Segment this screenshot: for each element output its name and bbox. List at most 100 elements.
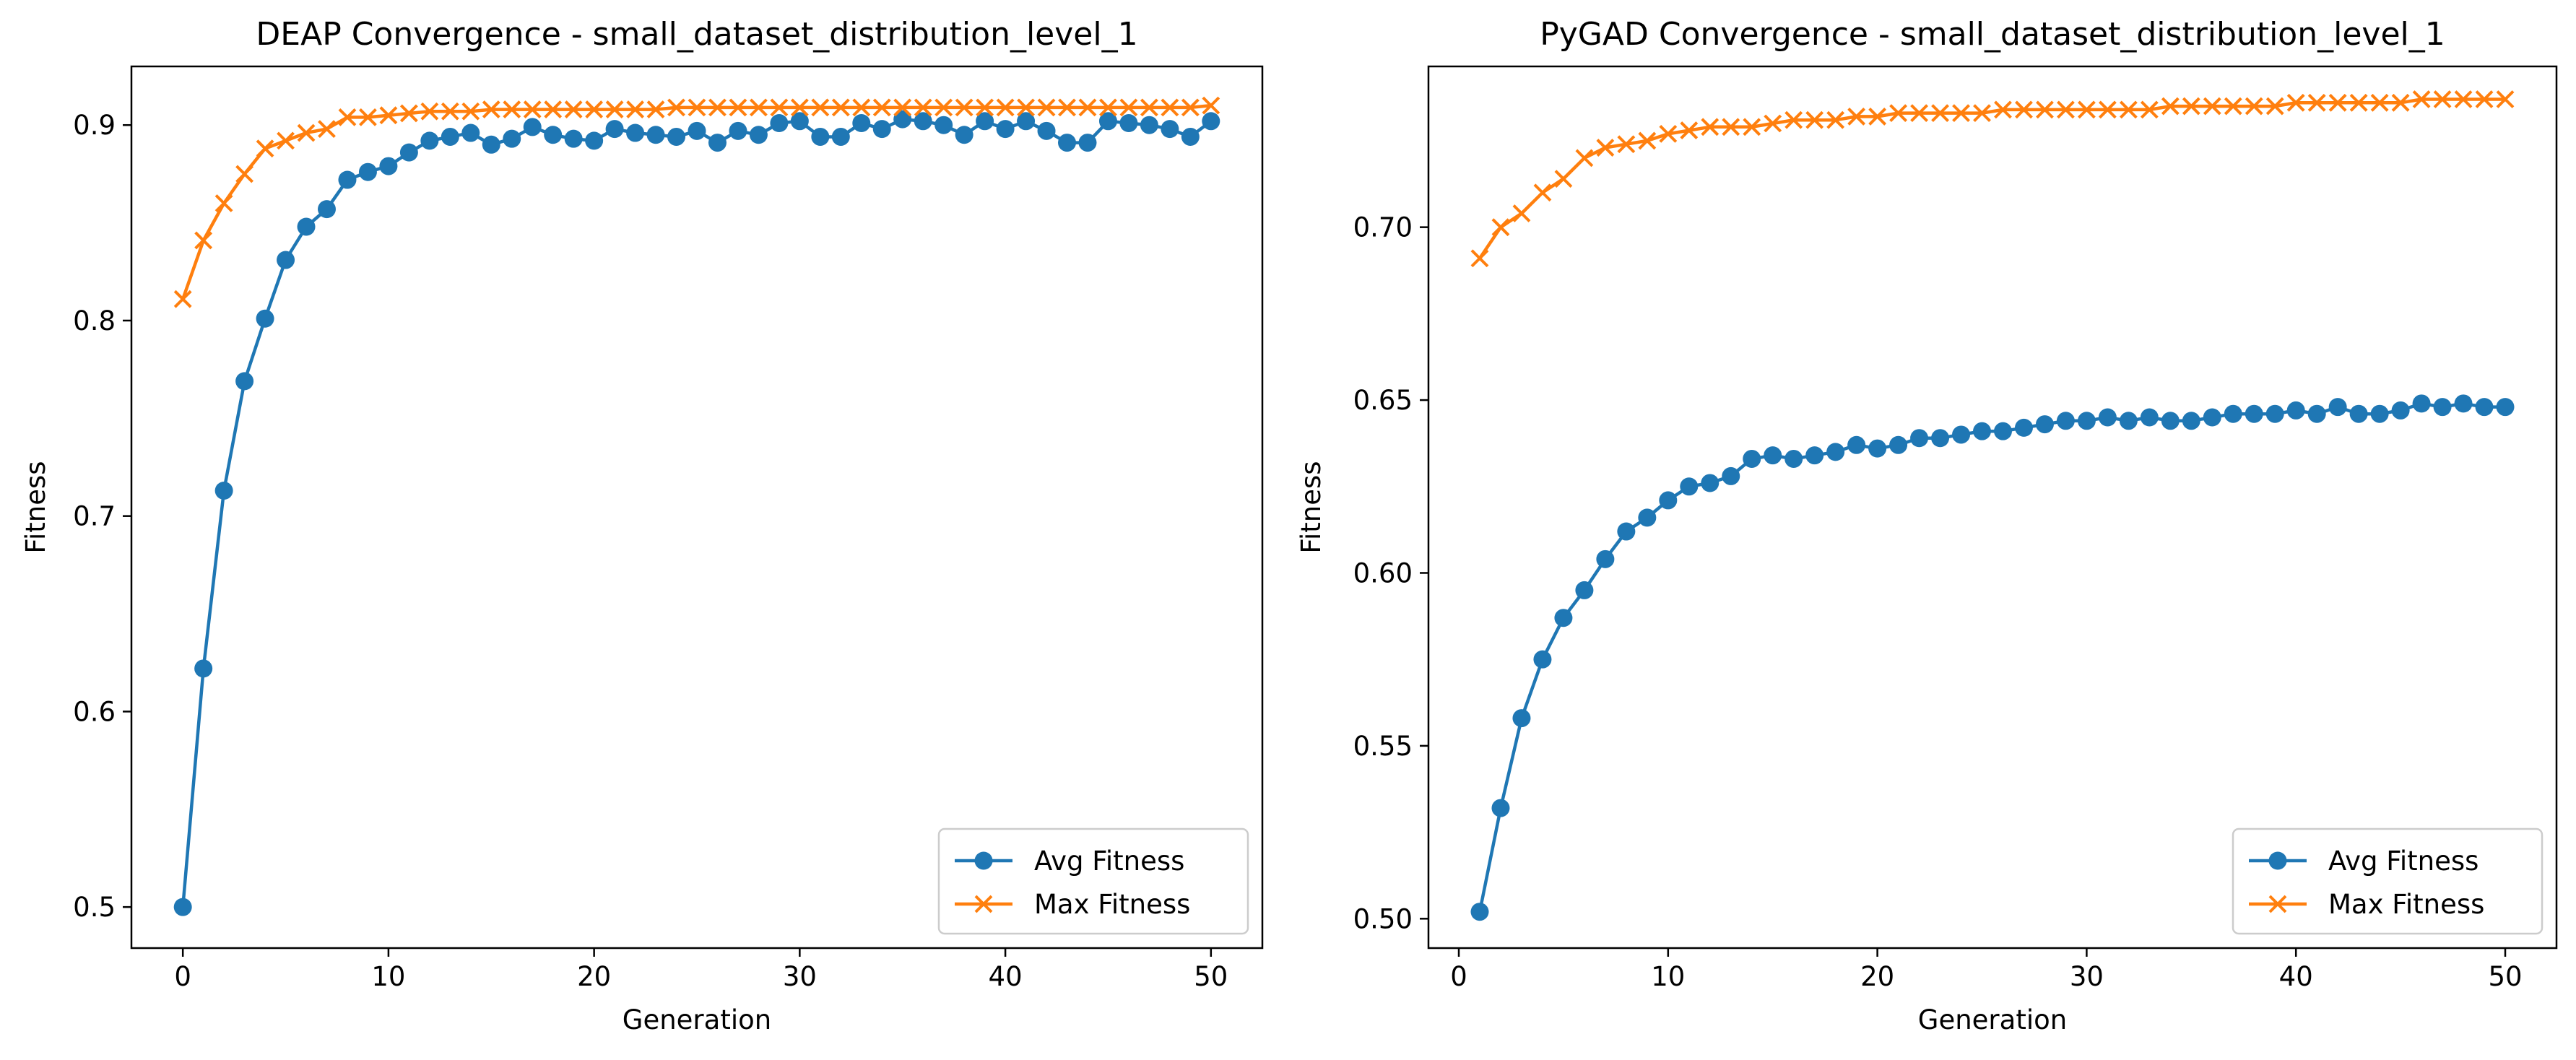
chart-0-legend-label-0: Avg Fitness: [1034, 846, 1184, 877]
chart-0-xtick-label: 40: [989, 961, 1023, 992]
chart-1-series-1-point: [1638, 131, 1657, 150]
chart-0-series-avg-fitness: [173, 110, 1220, 916]
chart-0-series-1-point: [976, 98, 994, 117]
chart-1-series-1-point: [1659, 124, 1678, 143]
chart-0-series-0-point: [729, 121, 747, 140]
chart-0-series-0-point: [379, 157, 398, 175]
chart-0-series-1-point: [379, 106, 398, 125]
chart-0-series-0-point: [338, 170, 357, 189]
chart-1-series-1-point: [1994, 100, 2012, 119]
chart-0-series-0-point: [358, 162, 377, 181]
chart-1-series-0-point: [2140, 408, 2159, 427]
chart-0-ytick-label: 0.6: [73, 696, 116, 727]
chart-0-series-1-point: [297, 123, 316, 142]
chart-0-series-1-point: [256, 139, 274, 158]
chart-0-series-0-point: [194, 659, 213, 678]
chart-1-series-0-point: [1470, 903, 1489, 921]
chart-0-series-1-point: [831, 98, 850, 117]
chart-0-series-1-point: [441, 102, 459, 121]
chart-0-series-0-point: [317, 200, 336, 219]
chart-0-series-0-point: [1058, 134, 1077, 152]
chart-1-series-0-point: [1993, 422, 2012, 440]
chart-0-series-1-point: [955, 98, 973, 117]
chart-0-series-1-point: [338, 108, 357, 126]
chart-0-series-1-point: [893, 98, 912, 117]
chart-1-series-1-point: [1617, 135, 1636, 154]
chart-0-series-1-point: [750, 98, 768, 117]
chart-0-series-0-point: [667, 127, 686, 146]
chart-1-series-1-point: [1764, 114, 1782, 133]
chart-1-series-0-point: [1680, 477, 1699, 496]
chart-1-series-1-point: [2182, 97, 2200, 116]
chart-1-series-0-point: [2370, 404, 2389, 423]
chart-1-series-0-point: [2349, 404, 2368, 423]
chart-0-series-0-point: [585, 131, 604, 150]
chart-0-series-1-point: [626, 100, 644, 118]
chart-1-series-0-point: [2098, 408, 2117, 427]
chart-1-series-0-point: [1973, 422, 1992, 440]
chart-0-series-1-point: [1181, 98, 1200, 117]
chart-1-legend-label-0: Avg Fitness: [2328, 846, 2479, 877]
chart-1-series-1-point: [2391, 93, 2410, 112]
chart-1-series-0-point: [1575, 581, 1594, 599]
chart-1-series-1-point: [2057, 100, 2075, 119]
chart-1-series-0-point: [1701, 474, 1719, 492]
chart-1-series-1-point: [1868, 108, 1887, 126]
chart-0-series-1-point: [1058, 98, 1076, 117]
chart-1-series-0-point: [2035, 415, 2054, 434]
chart-1-xtick-label: 10: [1651, 961, 1685, 992]
chart-0-series-0-point: [914, 112, 932, 131]
chart-1-series-1-point: [1743, 118, 1761, 136]
chart-0-legend: Avg Fitness Max Fitness: [937, 827, 1249, 935]
chart-1-series-1-point: [2328, 93, 2347, 112]
chart-1-series-0-point: [1805, 446, 1824, 465]
chart-0-series-1-point: [1119, 98, 1138, 117]
chart-0-series-0-point: [893, 110, 912, 129]
chart-0-axes-frame: [130, 65, 1264, 950]
chart-0-xlabel: Generation: [623, 1004, 771, 1035]
chart-1-series-0-point: [1743, 449, 1761, 468]
chart-0-series-1-point: [359, 108, 377, 126]
chart-0-series-1-point: [173, 290, 192, 308]
chart-1-series-0-point: [2077, 412, 2096, 430]
chart-0-series-0-point: [605, 120, 624, 139]
chart-1-series-0-point: [1889, 435, 1908, 454]
chart-1-legend-marker-0: [2268, 851, 2287, 870]
chart-0-series-1-point: [646, 100, 665, 118]
chart-0-series-1-point: [667, 98, 685, 117]
chart-0-series-0-point: [564, 129, 583, 148]
chart-1-series-0-point: [1491, 799, 1510, 817]
chart-0-series-0-point: [790, 112, 809, 131]
chart-1-series-1-point: [2433, 90, 2452, 108]
chart-0-series-1-point: [1099, 98, 1117, 117]
chart-1-series-0-point: [2224, 404, 2242, 423]
chart-0-series-0-point: [646, 126, 665, 144]
chart-0-series-1-point: [1202, 96, 1220, 115]
chart-0-series-0-point: [523, 118, 542, 136]
chart-0-series-1-point: [214, 194, 233, 212]
chart-1-series-0-point: [1826, 443, 1845, 461]
chart-1-series-1-line: [1478, 97, 2505, 259]
chart-0-series-0-point: [1202, 112, 1220, 131]
chart-1-xlabel: Generation: [1918, 1004, 2067, 1035]
chart-1-series-0-point: [1659, 491, 1678, 510]
chart-0-legend-label-1: Max Fitness: [1034, 889, 1190, 920]
chart-1-series-1-point: [1826, 110, 1845, 129]
chart-1-series-1-point: [2224, 97, 2242, 116]
chart-1-legend-label-1: Max Fitness: [2328, 889, 2484, 920]
chart-0-series-1-point: [852, 98, 871, 117]
chart-0-series-0-point: [214, 481, 233, 500]
chart-1-series-0-point: [2119, 412, 2138, 430]
chart-1-series-0-point: [1638, 508, 1657, 527]
chart-0-series-1-point: [564, 100, 583, 118]
chart-0-series-0-point: [1017, 112, 1036, 131]
chart-1-series-1-point: [2307, 93, 2326, 112]
chart-1-series-0-point: [1784, 449, 1803, 468]
chart-0-series-0-point: [708, 134, 727, 152]
chart-0-series-0-point: [955, 126, 973, 144]
chart-0-series-0-point: [544, 126, 563, 144]
chart-0-ytick-label: 0.8: [73, 305, 116, 336]
chart-0-series-1-point: [544, 100, 563, 118]
